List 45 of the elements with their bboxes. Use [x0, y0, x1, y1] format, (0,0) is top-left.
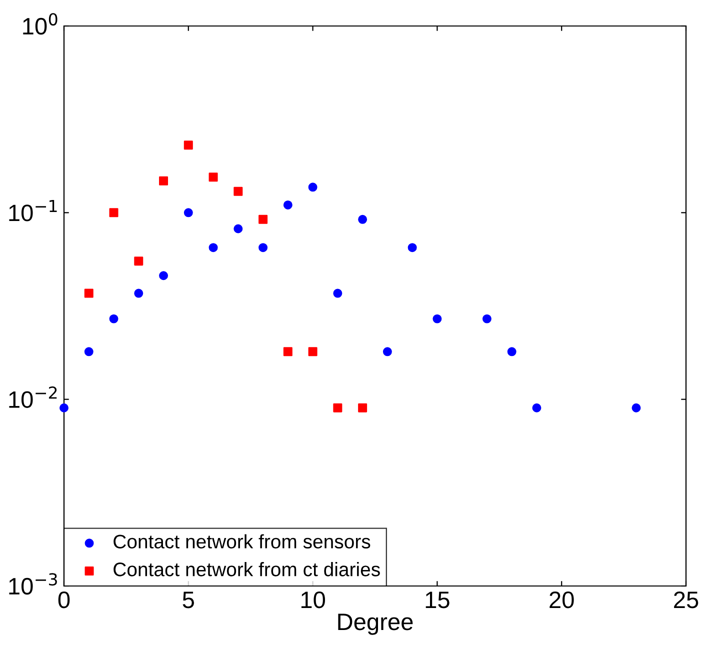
point: [308, 347, 318, 356]
point: [432, 314, 442, 324]
point: [184, 140, 193, 150]
point: [134, 288, 144, 298]
legend-label: Contact network from sensors: [114, 534, 370, 548]
point: [208, 243, 218, 252]
y-tick-label: 10$^{−3}$: [9, 573, 57, 595]
point: [234, 186, 243, 196]
point: [482, 314, 492, 324]
point: [358, 214, 368, 224]
x-tick-label: 15: [426, 592, 450, 608]
y-tick-label: 10$^{0}$: [23, 13, 58, 35]
y-tick-label: 10$^{−1}$: [9, 200, 57, 222]
point: [234, 224, 243, 234]
x-tick-label: 25: [674, 591, 698, 608]
point: [283, 200, 292, 210]
x-tick-label: 5: [182, 592, 194, 608]
point: [333, 288, 342, 298]
point: [134, 256, 144, 266]
x-tick-label: 20: [550, 591, 574, 608]
y-tick-label: 10$^{−2}$: [9, 386, 57, 408]
point: [382, 347, 392, 356]
point: [283, 347, 292, 356]
point: [308, 182, 318, 192]
point: [258, 243, 268, 252]
point: [60, 403, 68, 412]
point: [358, 403, 368, 412]
point: [632, 403, 641, 412]
point: [84, 288, 94, 298]
point: [208, 172, 218, 182]
point: [109, 208, 118, 218]
x-axis-title: Degree: [338, 614, 413, 635]
point: [532, 403, 542, 412]
point: [507, 347, 516, 356]
point: [333, 403, 342, 412]
legend-label: Contact network from ct diaries: [114, 562, 380, 576]
point: [258, 214, 268, 224]
point: [109, 314, 118, 324]
point: [84, 347, 94, 356]
point: [184, 208, 193, 218]
point: [159, 271, 168, 280]
x-tick-label: 0: [58, 591, 70, 608]
point: [408, 243, 417, 252]
point: [159, 176, 168, 186]
x-tick-label: 10: [301, 591, 326, 608]
